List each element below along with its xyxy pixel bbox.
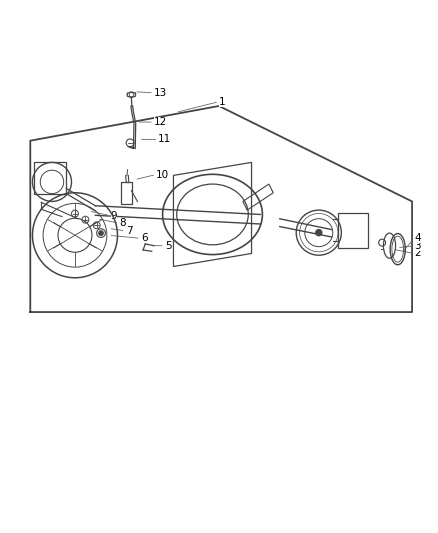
Text: 12: 12	[154, 117, 167, 127]
Text: 10: 10	[156, 169, 169, 180]
Text: 9: 9	[110, 211, 117, 221]
Text: 6: 6	[141, 233, 148, 243]
Text: 7: 7	[126, 226, 132, 236]
Text: 11: 11	[158, 134, 172, 144]
Text: 5: 5	[165, 241, 171, 251]
Text: 2: 2	[414, 248, 421, 259]
Circle shape	[99, 231, 103, 235]
Bar	[34, 163, 66, 193]
Text: 8: 8	[119, 218, 126, 228]
Text: 13: 13	[154, 88, 167, 98]
Circle shape	[316, 230, 322, 236]
Text: 1: 1	[219, 96, 226, 107]
Text: 3: 3	[414, 241, 421, 251]
Text: 4: 4	[414, 233, 421, 243]
Bar	[338, 213, 368, 248]
